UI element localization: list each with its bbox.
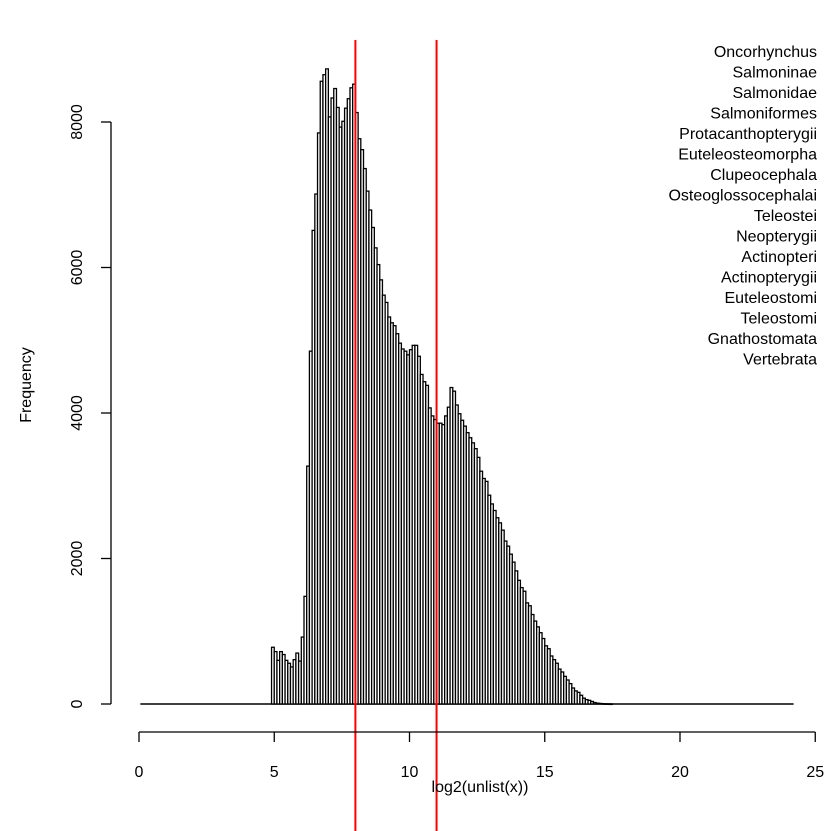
y-tick-label: 4000 <box>69 395 86 431</box>
y-axis-label: Frequency <box>18 347 35 423</box>
x-tick-label: 0 <box>135 764 144 781</box>
legend-entry: Teleostomi <box>741 311 817 328</box>
x-tick-label: 10 <box>401 764 419 781</box>
legend-entry: Neopterygii <box>736 229 817 246</box>
histogram-bar <box>609 703 614 706</box>
y-tick-label: 0 <box>69 699 86 708</box>
x-axis-label: log2(unlist(x)) <box>432 779 529 796</box>
legend-entry: Salmoniformes <box>710 106 817 123</box>
legend-entry: Teleostei <box>754 208 817 225</box>
legend-entry: Protacanthopterygii <box>679 126 817 143</box>
histogram-bars <box>140 68 794 706</box>
legend: Oncorhynchus Salmoninae Salmonidae Salmonif… <box>668 44 817 369</box>
x-tick-label: 5 <box>270 764 279 781</box>
legend-entry: Actinopteri <box>741 249 817 266</box>
legend-entry: Gnathostomata <box>708 331 818 348</box>
y-tick-label: 2000 <box>69 541 86 577</box>
y-tick-label: 6000 <box>69 250 86 286</box>
x-tick-label: 15 <box>536 764 554 781</box>
legend-entry: Euteleosteomorpha <box>678 147 817 164</box>
y-tick-label: 8000 <box>69 104 86 140</box>
legend-entry: Salmonidae <box>733 85 818 102</box>
x-axis: 0 5 10 15 20 25 <box>135 731 824 781</box>
legend-entry: Vertebrata <box>743 352 817 369</box>
legend-entry: Euteleostomi <box>725 290 818 307</box>
legend-entry: Actinopterygii <box>721 270 817 287</box>
x-tick-label: 25 <box>806 764 824 781</box>
legend-entry: Osteoglossocephalai <box>668 188 817 205</box>
y-axis: 0 2000 4000 6000 8000 <box>69 104 112 708</box>
legend-entry: Oncorhynchus <box>714 44 817 61</box>
x-tick-label: 20 <box>671 764 689 781</box>
legend-entry: Clupeocephala <box>710 167 817 184</box>
legend-entry: Salmoninae <box>733 65 818 82</box>
reference-lines <box>354 40 438 831</box>
